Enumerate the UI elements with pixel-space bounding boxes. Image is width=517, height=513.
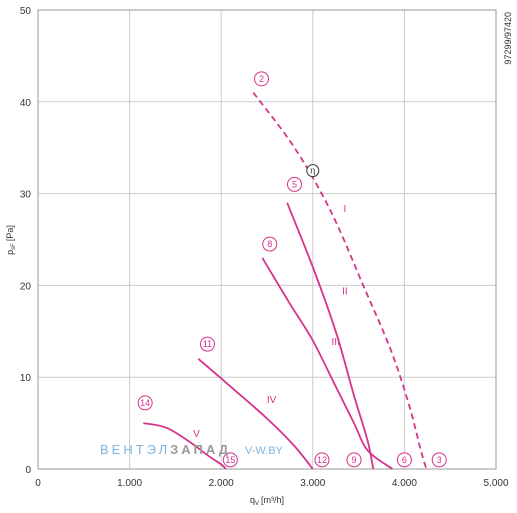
efficiency-marker <box>306 164 320 178</box>
x-tick-label: 5.000 <box>483 478 508 489</box>
y-axis-label: psF [Pa] <box>5 225 17 255</box>
marker-circle <box>286 176 302 192</box>
marker-label: 8 <box>267 239 272 249</box>
curve-c14 <box>143 422 227 470</box>
plot-frame <box>37 9 497 470</box>
x-tick-label: 4.000 <box>392 478 417 489</box>
y-tick-label: 50 <box>20 6 32 17</box>
curve-c11 <box>197 358 314 470</box>
marker-label: 5 <box>292 179 297 189</box>
curve-label: I <box>343 204 346 215</box>
y-tick-label: 20 <box>20 281 32 292</box>
marker-circle <box>137 395 153 411</box>
marker-label: 14 <box>140 398 150 408</box>
x-axis-label-base: q <box>250 495 255 505</box>
curve-label: II <box>342 287 348 298</box>
marker-circle <box>396 452 412 468</box>
watermark-part-3: V-W.BY <box>245 445 284 457</box>
marker-circle <box>262 236 278 252</box>
x-tick-labels: 0 1.000 2.000 3.000 4.000 5.000 <box>35 478 509 489</box>
y-axis-label-unit: [Pa] <box>5 225 15 241</box>
marker-label: 3 <box>437 455 442 465</box>
marker-circle <box>431 452 447 468</box>
figure-id: 97299/97420 <box>503 12 513 65</box>
watermark: ВЕНТЭЛЗАПАД V-W.BY <box>100 442 284 457</box>
marker-circle <box>254 71 270 87</box>
marker-label: 9 <box>352 455 357 465</box>
marker-label: 12 <box>317 455 327 465</box>
x-tick-label: 0 <box>35 478 41 489</box>
y-tick-label: 0 <box>25 465 31 476</box>
y-tick-label: 10 <box>20 373 32 384</box>
curve-label: IV <box>267 395 277 406</box>
curve-c8 <box>261 257 394 470</box>
y-tick-labels: 0 10 20 30 40 50 <box>20 6 32 476</box>
y-axis-label-base: p <box>5 250 15 255</box>
marker-circle <box>346 452 362 468</box>
y-tick-label: 40 <box>20 98 32 109</box>
curve-c5 <box>286 202 375 470</box>
x-tick-label: 1.000 <box>117 478 142 489</box>
x-axis-label-sub: V <box>255 501 259 507</box>
marker-circle <box>314 452 330 468</box>
curve-label: V <box>193 429 200 440</box>
y-tick-label: 30 <box>20 190 32 201</box>
x-axis-label-unit: [m³/h] <box>261 495 284 505</box>
marker-label: 15 <box>225 455 235 465</box>
x-axis-label: qV [m³/h] <box>250 495 284 507</box>
curve-c2 <box>252 92 428 470</box>
marker-label: 6 <box>402 455 407 465</box>
efficiency-marker-label: η <box>310 166 315 176</box>
curves <box>143 92 428 470</box>
y-axis-label-sub: sF <box>11 243 17 250</box>
watermark-part-1: ВЕНТЭЛ <box>100 442 170 457</box>
marker-circle <box>199 336 215 352</box>
markers: 2 5 8 11 14 15 12 9 6 3 η <box>137 71 447 468</box>
watermark-part-2: ЗАПАД <box>170 442 231 457</box>
marker-circle <box>222 452 238 468</box>
marker-label: 2 <box>259 74 264 84</box>
x-tick-label: 2.000 <box>209 478 234 489</box>
curve-label: III <box>332 337 340 348</box>
marker-label: 11 <box>203 339 212 349</box>
x-tick-label: 3.000 <box>300 478 325 489</box>
